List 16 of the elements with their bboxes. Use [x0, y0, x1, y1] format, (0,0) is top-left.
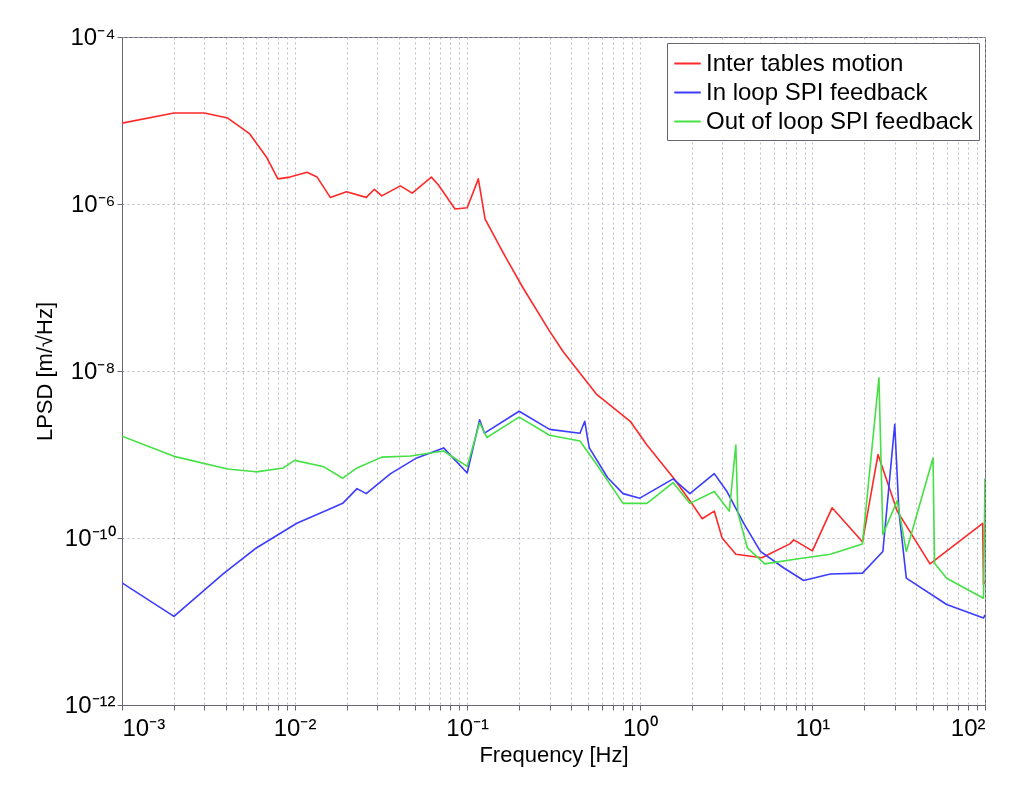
legend-label: Out of loop SPI feedback [706, 106, 974, 134]
x-tick-label: 10⁻³ [122, 713, 166, 741]
y-tick-label: 10⁻⁶ [70, 189, 116, 217]
y-axis-title: LPSD [m/√Hz] [31, 301, 57, 442]
y-tick-label: 10⁻⁸ [70, 356, 116, 384]
x-tick-label: 10⁰ [622, 713, 658, 741]
x-tick-label: 10² [950, 713, 986, 741]
y-tick-label: 10⁻¹² [64, 690, 116, 718]
x-tick-label: 10⁻² [273, 713, 317, 741]
legend-label: In loop SPI feedback [706, 77, 929, 105]
y-tick-label: 10⁻¹⁰ [64, 523, 116, 551]
x-tick-label: 10¹ [795, 713, 831, 741]
y-tick-label: 10⁻⁴ [70, 22, 116, 50]
x-tick-label: 10⁻¹ [446, 713, 490, 741]
x-axis-title: Frequency [Hz] [479, 741, 629, 767]
legend-label: Inter tables motion [706, 48, 904, 76]
